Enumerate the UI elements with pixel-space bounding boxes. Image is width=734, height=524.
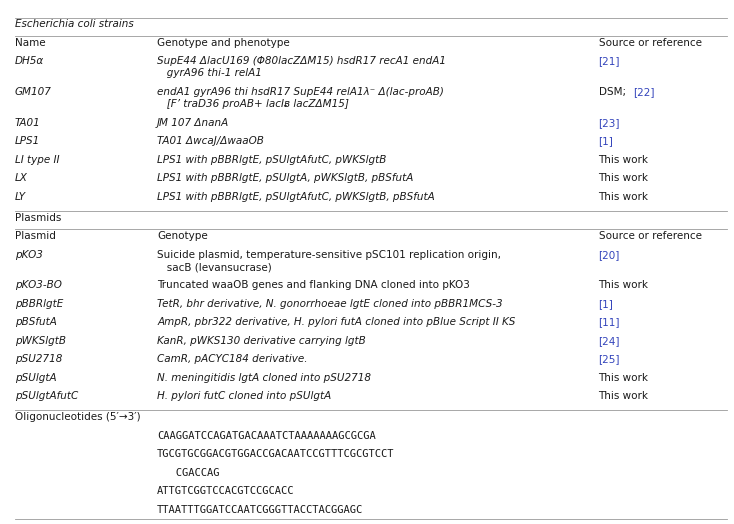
Text: DSM;: DSM; xyxy=(598,87,629,97)
Text: CGACCAG: CGACCAG xyxy=(157,468,219,478)
Text: [1]: [1] xyxy=(598,136,614,146)
Text: endA1 gyrA96 thi hsdR17 SupE44 relA1λ⁻ Δ(lac-proAB): endA1 gyrA96 thi hsdR17 SupE44 relA1λ⁻ Δ… xyxy=(157,87,444,97)
Text: This work: This work xyxy=(598,373,649,383)
Text: pBSfutA: pBSfutA xyxy=(15,318,57,328)
Text: LPS1 with pBBRlgtE, pSUlgtAfutC, pWKSlgtB: LPS1 with pBBRlgtE, pSUlgtAfutC, pWKSlgt… xyxy=(157,155,386,165)
Text: Truncated waaOB genes and flanking DNA cloned into pKO3: Truncated waaOB genes and flanking DNA c… xyxy=(157,280,470,290)
Text: KanR, pWKS130 derivative carrying lgtB: KanR, pWKS130 derivative carrying lgtB xyxy=(157,336,366,346)
Text: LPS1: LPS1 xyxy=(15,136,40,146)
Text: [11]: [11] xyxy=(598,318,620,328)
Text: [F’ traD36 proAB+ lacIᴃ lacZΔM15]: [F’ traD36 proAB+ lacIᴃ lacZΔM15] xyxy=(157,99,349,109)
Text: JM 107 ΔnanA: JM 107 ΔnanA xyxy=(157,118,229,128)
Text: TA01: TA01 xyxy=(15,118,40,128)
Text: This work: This work xyxy=(598,155,649,165)
Text: AmpR, pbr322 derivative, H. pylori futA cloned into pBlue Script II KS: AmpR, pbr322 derivative, H. pylori futA … xyxy=(157,318,515,328)
Text: [21]: [21] xyxy=(598,56,620,66)
Text: [22]: [22] xyxy=(633,87,654,97)
Text: pKO3: pKO3 xyxy=(15,249,43,260)
Text: pBBRlgtE: pBBRlgtE xyxy=(15,299,63,309)
Text: [23]: [23] xyxy=(598,118,620,128)
Text: GM107: GM107 xyxy=(15,87,51,97)
Text: LPS1 with pBBRlgtE, pSUlgtA, pWKSlgtB, pBSfutA: LPS1 with pBBRlgtE, pSUlgtA, pWKSlgtB, p… xyxy=(157,173,413,183)
Text: This work: This work xyxy=(598,173,649,183)
Text: TA01 ΔwcaJ/ΔwaaOB: TA01 ΔwcaJ/ΔwaaOB xyxy=(157,136,264,146)
Text: TGCGTGCGGACGTGGACCGACAATCCGTTTCGCGTCCT: TGCGTGCGGACGTGGACCGACAATCCGTTTCGCGTCCT xyxy=(157,450,395,460)
Text: pSUlgtA: pSUlgtA xyxy=(15,373,57,383)
Text: Source or reference: Source or reference xyxy=(598,38,702,48)
Text: Plasmid: Plasmid xyxy=(15,231,56,241)
Text: N. meningitidis lgtA cloned into pSU2718: N. meningitidis lgtA cloned into pSU2718 xyxy=(157,373,371,383)
Text: TetR, bhr derivative, N. gonorrhoeae lgtE cloned into pBBR1MCS-3: TetR, bhr derivative, N. gonorrhoeae lgt… xyxy=(157,299,503,309)
Text: This work: This work xyxy=(598,192,649,202)
Text: CAAGGATCCAGATGACAAATCTAAAAAAAGCGCGA: CAAGGATCCAGATGACAAATCTAAAAAAAGCGCGA xyxy=(157,431,376,441)
Text: Source or reference: Source or reference xyxy=(598,231,702,241)
Text: Genotype and phenotype: Genotype and phenotype xyxy=(157,38,290,48)
Text: pSUlgtAfutC: pSUlgtAfutC xyxy=(15,391,78,401)
Text: [1]: [1] xyxy=(598,299,614,309)
Text: Suicide plasmid, temperature-sensitive pSC101 replication origin,: Suicide plasmid, temperature-sensitive p… xyxy=(157,249,501,260)
Text: Name: Name xyxy=(15,38,46,48)
Text: LY: LY xyxy=(15,192,26,202)
Text: pWKSlgtB: pWKSlgtB xyxy=(15,336,65,346)
Text: gyrA96 thi-1 relA1: gyrA96 thi-1 relA1 xyxy=(157,69,262,79)
Text: Escherichia coli strains: Escherichia coli strains xyxy=(15,19,134,29)
Text: H. pylori futC cloned into pSUlgtA: H. pylori futC cloned into pSUlgtA xyxy=(157,391,331,401)
Text: Oligonucleotides (5′→3′): Oligonucleotides (5′→3′) xyxy=(15,412,140,422)
Text: ATTGTCGGTCCACGTCCGCACC: ATTGTCGGTCCACGTCCGCACC xyxy=(157,486,294,496)
Text: LI type II: LI type II xyxy=(15,155,59,165)
Text: Genotype: Genotype xyxy=(157,231,208,241)
Text: This work: This work xyxy=(598,391,649,401)
Text: [20]: [20] xyxy=(598,249,620,260)
Text: CamR, pACYC184 derivative.: CamR, pACYC184 derivative. xyxy=(157,354,308,364)
Text: DH5α: DH5α xyxy=(15,56,44,66)
Text: [25]: [25] xyxy=(598,354,620,364)
Text: TTAATTTGGATCCAATCGGGTTACCTACGGAGC: TTAATTTGGATCCAATCGGGTTACCTACGGAGC xyxy=(157,505,363,515)
Text: sacB (levansucrase): sacB (levansucrase) xyxy=(157,262,272,272)
Text: Plasmids: Plasmids xyxy=(15,213,61,223)
Text: LPS1 with pBBRlgtE, pSUlgtAfutC, pWKSlgtB, pBSfutA: LPS1 with pBBRlgtE, pSUlgtAfutC, pWKSlgt… xyxy=(157,192,435,202)
Text: pSU2718: pSU2718 xyxy=(15,354,62,364)
Text: LX: LX xyxy=(15,173,28,183)
Text: SupE44 ΔlacU169 (Φ80lacZΔM15) hsdR17 recA1 endA1: SupE44 ΔlacU169 (Φ80lacZΔM15) hsdR17 rec… xyxy=(157,56,446,66)
Text: [24]: [24] xyxy=(598,336,620,346)
Text: This work: This work xyxy=(598,280,649,290)
Text: pKO3-BO: pKO3-BO xyxy=(15,280,62,290)
